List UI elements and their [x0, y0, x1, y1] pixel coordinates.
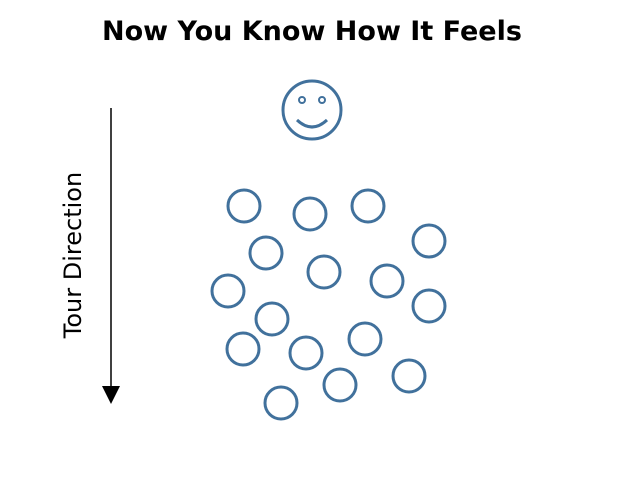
smiley	[281, 79, 343, 141]
smiley-eye	[318, 96, 326, 104]
crowd-circle	[226, 188, 262, 224]
smiley-mouth	[295, 118, 329, 129]
crowd-circle	[288, 335, 324, 371]
direction-arrow	[102, 108, 120, 404]
crowd	[210, 188, 447, 421]
crowd-circle	[254, 301, 290, 337]
crowd-circle	[411, 288, 447, 324]
crowd-circle	[248, 235, 284, 271]
crowd-circle	[322, 367, 358, 403]
smiley-eye	[298, 96, 306, 104]
crowd-circle	[225, 331, 261, 367]
crowd-circle	[347, 321, 383, 357]
crowd-circle	[306, 254, 342, 290]
crowd-circle	[263, 385, 299, 421]
crowd-circle	[411, 223, 447, 259]
crowd-circle	[369, 263, 405, 299]
crowd-circle	[350, 188, 386, 224]
arrow-head	[102, 386, 120, 404]
crowd-circle	[292, 196, 328, 232]
crowd-circle	[210, 273, 246, 309]
crowd-circle	[391, 358, 427, 394]
title: Now You Know How It Feels	[102, 16, 522, 47]
direction-label: Tour Direction	[59, 172, 87, 339]
smiley-face	[281, 79, 343, 141]
